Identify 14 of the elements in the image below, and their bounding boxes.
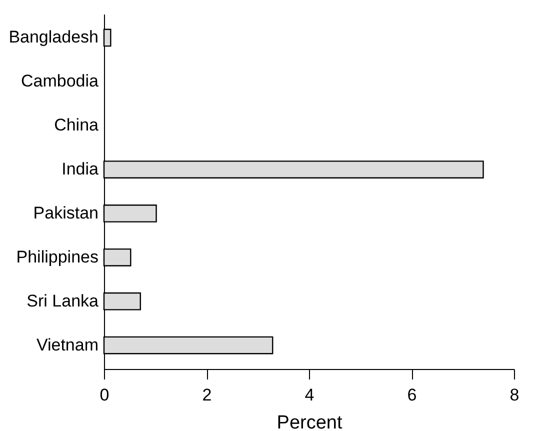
y-tick-label: Philippines bbox=[16, 247, 98, 266]
y-tick-label: China bbox=[54, 116, 100, 135]
x-tick-label: 4 bbox=[304, 386, 314, 404]
x-tick-label: 8 bbox=[510, 386, 520, 404]
y-tick-label: Cambodia bbox=[21, 72, 100, 91]
y-tick-label: Pakistan bbox=[33, 203, 98, 222]
x-tick-label: 6 bbox=[407, 386, 417, 404]
y-tick-label: India bbox=[62, 160, 100, 179]
x-tick-label: 2 bbox=[202, 386, 212, 404]
y-tick-label: Vietnam bbox=[36, 335, 98, 354]
y-tick-label: Sri Lanka bbox=[26, 291, 100, 310]
x-tick-label: 0 bbox=[100, 386, 110, 404]
y-tick-label: Bangladesh bbox=[8, 28, 98, 47]
x-axis-title: Percent bbox=[276, 412, 343, 431]
